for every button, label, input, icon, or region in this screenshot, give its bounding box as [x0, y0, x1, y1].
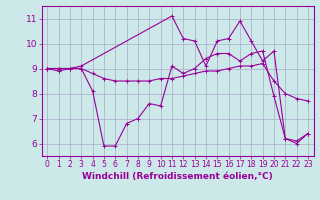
X-axis label: Windchill (Refroidissement éolien,°C): Windchill (Refroidissement éolien,°C) — [82, 172, 273, 181]
